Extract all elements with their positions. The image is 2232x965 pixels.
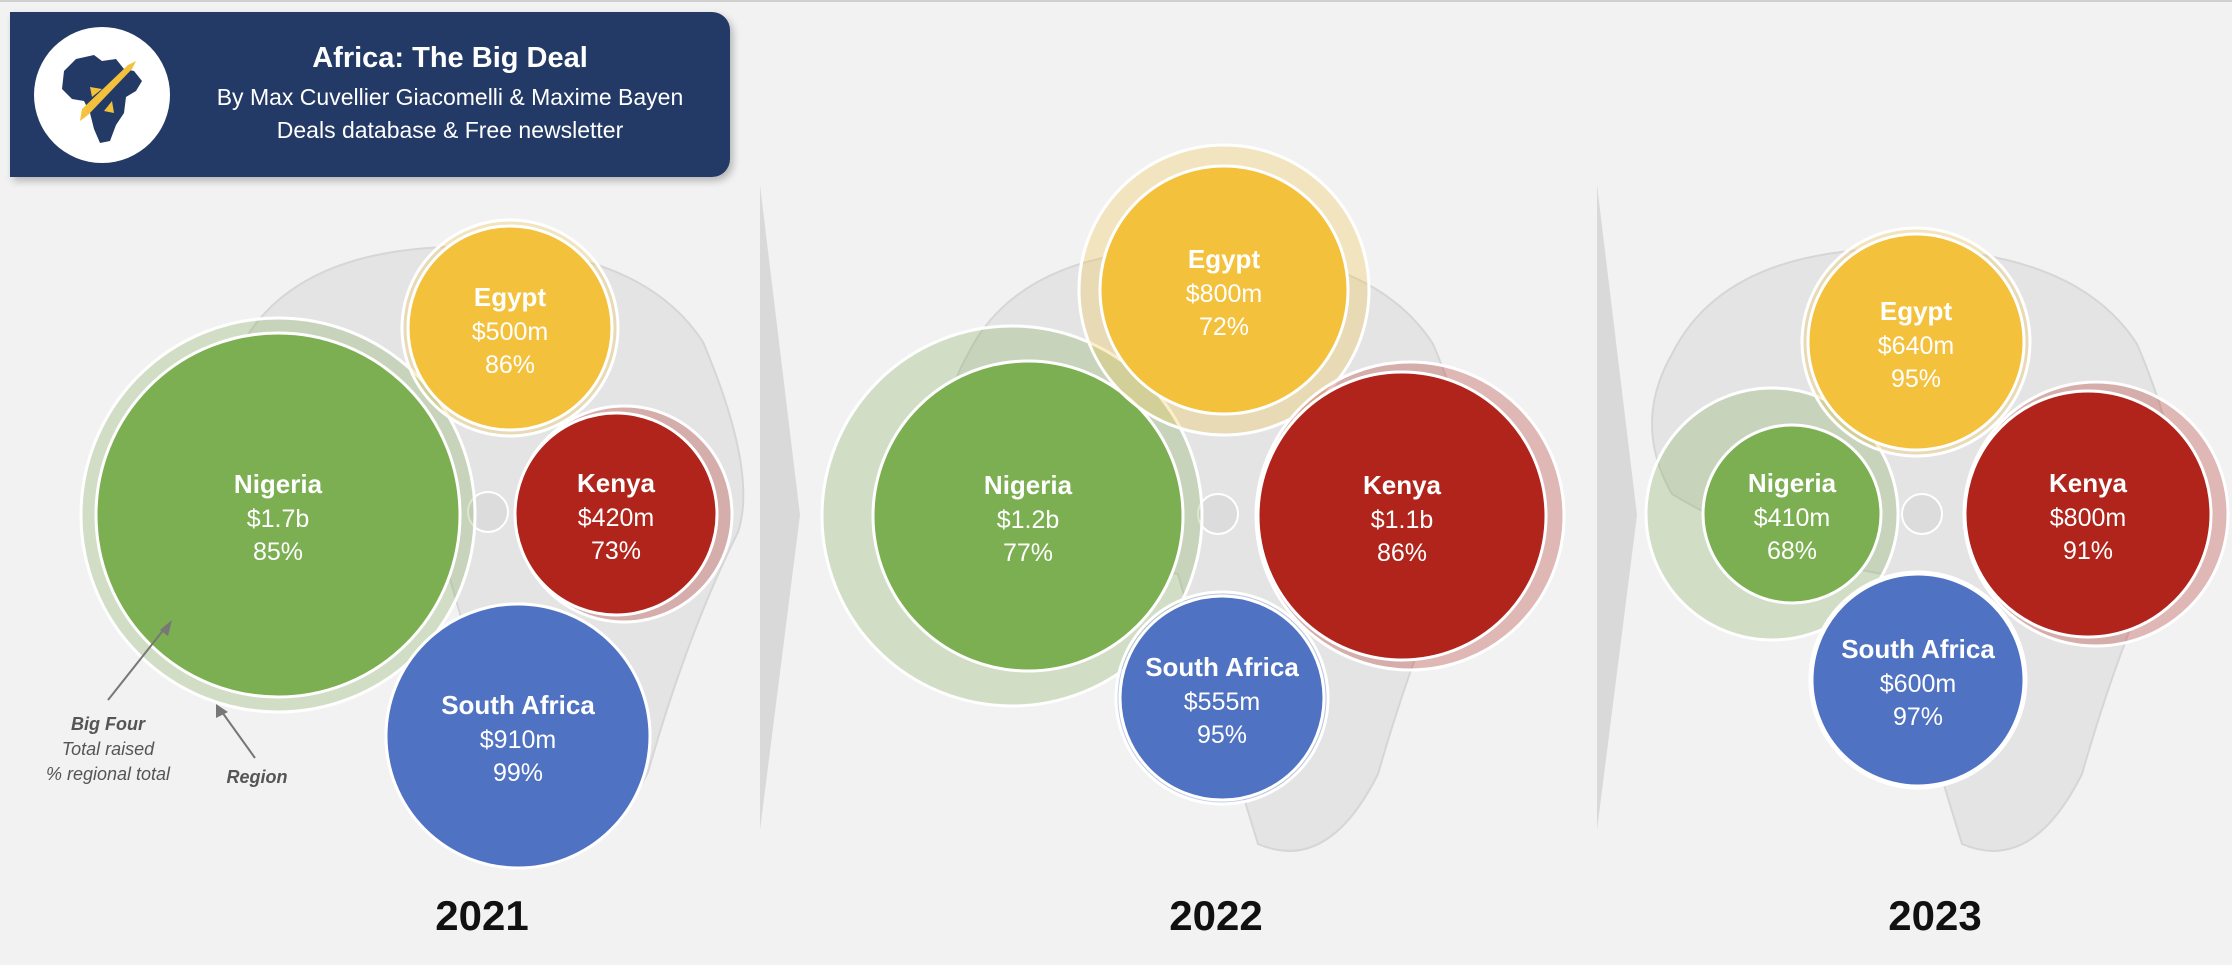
bubble-nigeria xyxy=(1701,423,1883,605)
bubble-label-name: Nigeria xyxy=(984,470,1073,500)
bubble-kenya xyxy=(1963,389,2213,639)
header-title: Africa: The Big Deal xyxy=(312,42,588,74)
panel-2023: Nigeria $410m 68% Egypt $640m 95% Kenya $800m 91… xyxy=(1644,226,2230,939)
bubble-label-share: 95% xyxy=(1891,365,1941,393)
bubble-label-name: Egypt xyxy=(474,282,547,312)
bubble-label-total: $1.1b xyxy=(1371,506,1434,534)
bubble-egypt xyxy=(406,224,614,432)
bubble-kenya xyxy=(513,411,719,617)
bubble-label-total: $555m xyxy=(1184,688,1260,716)
legend-annotation: Big Four Total raised % regional total Regi… xyxy=(46,620,288,787)
bubble-label-share: 85% xyxy=(253,538,303,566)
legend-arrow-ring xyxy=(221,711,256,759)
panel-2022: Nigeria $1.2b 77% Egypt $800m 72% Kenya $1.1b 86… xyxy=(820,143,1566,939)
year-label-2022: 2022 xyxy=(1169,892,1262,939)
bubble-south-africa xyxy=(1118,594,1326,802)
bubble-label-total: $420m xyxy=(578,504,654,532)
bubble-label-share: 73% xyxy=(591,537,641,565)
bubble-label-name: Egypt xyxy=(1880,296,1953,326)
bubble-egypt xyxy=(1098,164,1350,416)
legend-arrowhead-ring xyxy=(216,704,228,718)
year-label-2023: 2023 xyxy=(1888,892,1981,939)
bubble-label-share: 95% xyxy=(1197,721,1247,749)
header-byline: By Max Cuvellier Giacomelli & Maxime Bay… xyxy=(216,84,684,110)
region-other-circle xyxy=(1901,493,1943,535)
bubble-label-total: $410m xyxy=(1754,504,1830,532)
bubble-label-share: 91% xyxy=(2063,537,2113,565)
bubble-label-share: 97% xyxy=(1893,703,1943,731)
bubble-label-name: South Africa xyxy=(441,690,595,720)
bubble-label-name: South Africa xyxy=(1841,634,1995,664)
bubble-label-total: $600m xyxy=(1880,670,1956,698)
bubble-egypt xyxy=(1806,232,2026,452)
bubble-label-share: 72% xyxy=(1199,313,1249,341)
header-tagline: Deals database & Free newsletter xyxy=(276,117,624,143)
top-border xyxy=(0,0,2232,2)
panel-separator-arrow xyxy=(760,185,800,830)
bubble-label-name: Kenya xyxy=(1363,470,1442,500)
bubble-label-total: $910m xyxy=(480,726,556,754)
region-other-circle xyxy=(1197,493,1239,535)
bubble-nigeria xyxy=(94,331,462,699)
bubble-label-share: 86% xyxy=(485,351,535,379)
bubble-label-total: $800m xyxy=(1186,280,1262,308)
bubble-label-share: 99% xyxy=(493,759,543,787)
bubble-south-africa xyxy=(384,602,652,870)
bubble-label-total: $1.7b xyxy=(247,505,310,533)
bubble-nigeria xyxy=(871,359,1185,673)
header-banner: Africa: The Big Deal By Max Cuvellier Gi… xyxy=(10,12,730,177)
legend-line-1: Big Four xyxy=(71,714,146,734)
bubble-label-total: $640m xyxy=(1878,332,1954,360)
bubble-label-total: $500m xyxy=(472,318,548,346)
legend-region-label: Region xyxy=(227,767,288,787)
bubble-label-name: Egypt xyxy=(1188,244,1261,274)
legend-arrowhead-bubble xyxy=(160,620,172,636)
panel-2021: Nigeria $1.7b 85% Egypt $500m 86% Kenya $420m 73… xyxy=(79,218,734,939)
bubble-label-share: 77% xyxy=(1003,539,1053,567)
bubble-kenya xyxy=(1256,370,1548,662)
panel-separator-arrow xyxy=(1597,185,1637,830)
bubble-label-name: Nigeria xyxy=(1748,468,1837,498)
bubble-label-name: Kenya xyxy=(577,468,656,498)
africa-rocket-logo xyxy=(34,27,170,163)
year-label-2021: 2021 xyxy=(435,892,528,939)
legend-line-2: Total raised xyxy=(62,739,155,759)
legend-line-3: % regional total xyxy=(46,764,171,784)
bubble-label-name: Nigeria xyxy=(234,469,323,499)
legend-arrow-bubble xyxy=(107,627,166,701)
bubble-south-africa xyxy=(1810,572,2026,788)
bubble-label-total: $800m xyxy=(2050,504,2126,532)
bubble-label-total: $1.2b xyxy=(997,506,1060,534)
bubble-label-share: 86% xyxy=(1377,539,1427,567)
region-other-circle xyxy=(467,491,509,533)
bubble-label-name: South Africa xyxy=(1145,652,1299,682)
bubble-label-share: 68% xyxy=(1767,537,1817,565)
bubble-label-name: Kenya xyxy=(2049,468,2128,498)
